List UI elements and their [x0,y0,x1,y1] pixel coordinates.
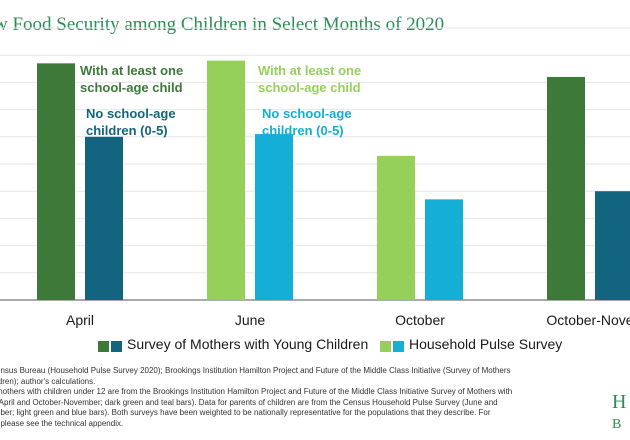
series-annotation: children (0-5) [86,123,168,138]
note-line: mothers with children under 12 are from … [0,387,513,396]
x-tick-label: June [235,312,266,328]
hamilton-logo: H B [612,392,626,438]
bar-with-school-age-child [547,76,585,301]
source-notes: ensus Bureau (Household Pulse Survey 202… [0,366,630,429]
bar-no-school-age-children [85,136,123,300]
series-annotation: No school-age [86,106,176,121]
note-line: ldren); author's calculations. [0,376,96,386]
note-line: ensus Bureau (Household Pulse Survey 202… [0,366,511,375]
bar-chart: April June October October-Nove With at leas… [0,27,630,328]
note-line: , please see the technical appendix. [0,418,124,428]
x-tick-label: April [66,312,94,328]
series-annotation: With at least one [80,63,183,78]
bar-no-school-age-children [595,191,630,300]
legend-swatch-light-green [380,341,391,352]
legend-swatch-dark-green [98,341,109,352]
legend-label-pulse-survey: Household Pulse Survey [409,336,563,352]
x-tick-label: October [395,312,445,328]
logo-letter-h: H [612,391,627,413]
bar-no-school-age-children [425,199,463,300]
bar-with-school-age-child [37,63,75,300]
series-annotation: children (0-5) [262,123,344,138]
chart-title: w Food Security among Children in Select… [0,14,445,35]
legend-label-mothers-survey: Survey of Mothers with Young Children [127,336,369,352]
bar-with-school-age-child [377,155,415,300]
series-annotation: school-age child [258,80,361,95]
x-tick-label: October-Nove [546,312,630,328]
series-annotation: school-age child [80,80,183,95]
logo-letter-b: B [612,417,622,432]
legend-swatch-light-blue [393,341,404,352]
bar-no-school-age-children [255,134,293,300]
legend-swatch-teal [111,341,122,352]
legend: Survey of Mothers with Young Children Ho… [0,336,630,358]
note-line: (April and October-November; dark green … [0,397,498,407]
series-annotation: With at least one [258,63,361,78]
note-line: ober; light green and blue bars). Both s… [0,408,491,417]
bar-with-school-age-child [207,60,245,300]
series-annotation: No school-age [262,106,352,121]
